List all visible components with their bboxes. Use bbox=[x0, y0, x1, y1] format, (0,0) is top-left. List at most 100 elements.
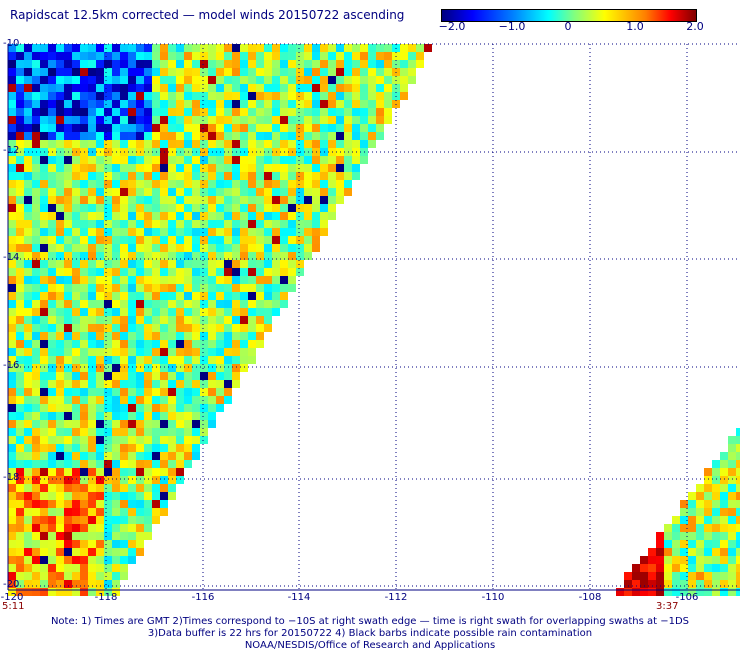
wind-cell bbox=[136, 332, 144, 340]
wind-cell bbox=[72, 172, 80, 180]
wind-cell bbox=[88, 268, 96, 276]
wind-cell bbox=[72, 116, 80, 124]
wind-cell bbox=[120, 516, 128, 524]
wind-cell bbox=[88, 484, 96, 492]
wind-cell bbox=[184, 284, 192, 292]
wind-cell bbox=[120, 108, 128, 116]
wind-cell bbox=[632, 564, 640, 572]
wind-cell bbox=[112, 548, 120, 556]
wind-cell bbox=[80, 380, 88, 388]
wind-cell bbox=[40, 468, 48, 476]
wind-cell bbox=[48, 500, 56, 508]
wind-cell bbox=[224, 44, 232, 52]
wind-cell bbox=[328, 204, 336, 212]
wind-cell bbox=[40, 124, 48, 132]
wind-cell bbox=[728, 468, 736, 476]
wind-cell bbox=[672, 548, 680, 556]
wind-cell bbox=[152, 508, 160, 516]
wind-cell bbox=[136, 356, 144, 364]
wind-cell bbox=[48, 404, 56, 412]
wind-cell bbox=[344, 100, 352, 108]
wind-cell bbox=[352, 140, 360, 148]
wind-cell bbox=[152, 300, 160, 308]
wind-cell bbox=[104, 340, 112, 348]
wind-cell bbox=[8, 524, 16, 532]
wind-cell bbox=[104, 260, 112, 268]
wind-cell bbox=[168, 276, 176, 284]
wind-cell bbox=[136, 252, 144, 260]
wind-cell bbox=[72, 92, 80, 100]
wind-cell bbox=[376, 132, 384, 140]
wind-cell bbox=[16, 76, 24, 84]
wind-cell bbox=[336, 60, 344, 68]
wind-cell bbox=[184, 356, 192, 364]
wind-cell bbox=[376, 44, 384, 52]
wind-cell bbox=[56, 468, 64, 476]
wind-cell bbox=[144, 340, 152, 348]
wind-cell bbox=[24, 92, 32, 100]
wind-cell bbox=[72, 396, 80, 404]
wind-cell bbox=[720, 468, 728, 476]
wind-cell bbox=[672, 572, 680, 580]
wind-cell bbox=[144, 484, 152, 492]
wind-cell bbox=[240, 164, 248, 172]
wind-cell bbox=[96, 188, 104, 196]
wind-cell bbox=[8, 460, 16, 468]
wind-cell bbox=[288, 252, 296, 260]
wind-cell bbox=[128, 180, 136, 188]
wind-cell bbox=[80, 188, 88, 196]
wind-cell bbox=[304, 220, 312, 228]
wind-cell bbox=[40, 108, 48, 116]
wind-cell bbox=[168, 484, 176, 492]
wind-cell bbox=[48, 564, 56, 572]
wind-cell bbox=[32, 340, 40, 348]
wind-cell bbox=[184, 372, 192, 380]
wind-cell bbox=[168, 308, 176, 316]
wind-cell bbox=[160, 428, 168, 436]
wind-cell bbox=[136, 428, 144, 436]
wind-cell bbox=[184, 84, 192, 92]
wind-cell bbox=[184, 76, 192, 84]
wind-cell bbox=[48, 252, 56, 260]
wind-cell bbox=[112, 556, 120, 564]
wind-cell bbox=[416, 44, 424, 52]
wind-cell bbox=[280, 292, 288, 300]
wind-cell bbox=[56, 420, 64, 428]
wind-cell bbox=[112, 380, 120, 388]
wind-cell bbox=[400, 84, 408, 92]
wind-cell bbox=[160, 124, 168, 132]
wind-cell bbox=[72, 436, 80, 444]
wind-cell bbox=[152, 228, 160, 236]
wind-cell bbox=[96, 108, 104, 116]
wind-cell bbox=[160, 156, 168, 164]
wind-cell bbox=[272, 268, 280, 276]
wind-cell bbox=[168, 76, 176, 84]
wind-cell bbox=[216, 324, 224, 332]
wind-cell bbox=[256, 108, 264, 116]
wind-cell bbox=[296, 188, 304, 196]
wind-cell bbox=[120, 524, 128, 532]
wind-cell bbox=[272, 44, 280, 52]
wind-cell bbox=[96, 356, 104, 364]
wind-cell bbox=[160, 108, 168, 116]
wind-cell bbox=[208, 396, 216, 404]
wind-cell bbox=[184, 444, 192, 452]
wind-cell bbox=[32, 396, 40, 404]
wind-cell bbox=[240, 300, 248, 308]
wind-cell bbox=[272, 276, 280, 284]
wind-cell bbox=[128, 404, 136, 412]
wind-cell bbox=[168, 284, 176, 292]
wind-cell bbox=[168, 108, 176, 116]
wind-cell bbox=[136, 100, 144, 108]
wind-cell bbox=[152, 444, 160, 452]
wind-cell bbox=[176, 212, 184, 220]
wind-cell bbox=[32, 516, 40, 524]
wind-cell bbox=[160, 308, 168, 316]
wind-cell bbox=[176, 116, 184, 124]
wind-cell bbox=[88, 76, 96, 84]
wind-cell bbox=[128, 292, 136, 300]
wind-cell bbox=[160, 52, 168, 60]
wind-cell bbox=[336, 164, 344, 172]
wind-cell bbox=[224, 164, 232, 172]
wind-cell bbox=[120, 52, 128, 60]
